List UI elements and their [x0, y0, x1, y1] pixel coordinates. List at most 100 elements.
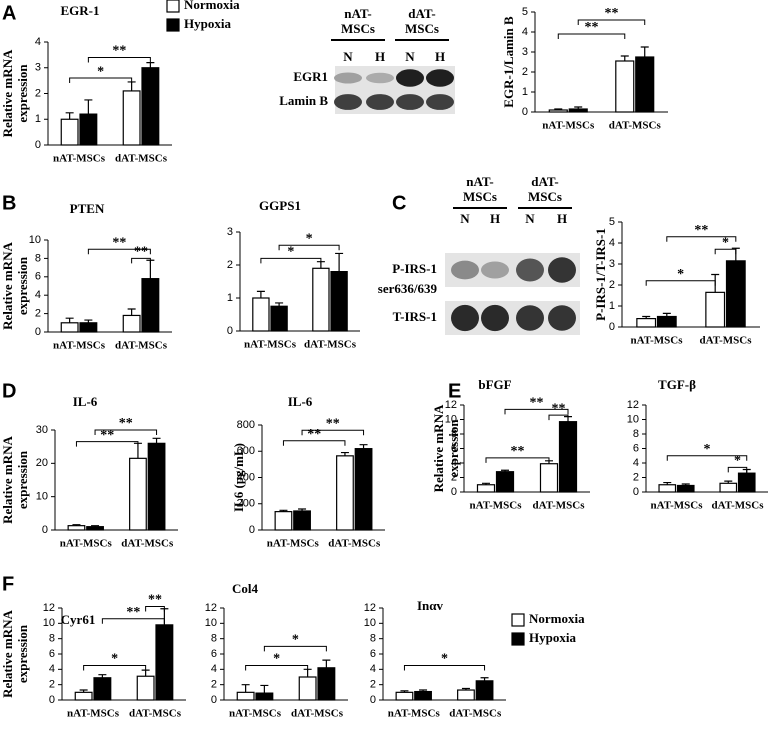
- blot-lane-label: H: [375, 49, 385, 64]
- blot-lane-label: N: [460, 211, 470, 226]
- bar: [298, 676, 317, 701]
- y-axis-label: expression: [15, 256, 30, 315]
- bar: [60, 322, 79, 333]
- blot-group-label: dAT-: [408, 6, 435, 21]
- error-bar: [152, 437, 161, 444]
- chart-title: bFGF: [478, 377, 511, 392]
- bar: [236, 691, 255, 701]
- panel-label: C: [392, 192, 406, 214]
- significance-label: **: [112, 235, 126, 250]
- error-bar: [335, 252, 344, 272]
- significance-bracket: [260, 257, 322, 264]
- y-tick-label: 0: [35, 326, 41, 338]
- error-bar: [79, 689, 88, 693]
- x-tick-label: dAT-MSCs: [129, 708, 182, 720]
- error-bar: [141, 669, 150, 677]
- x-tick-label: dAT-MSCs: [115, 340, 168, 352]
- bar: [737, 472, 756, 493]
- y-tick-label: 0: [211, 694, 217, 706]
- blot-group-label: MSCs: [341, 21, 375, 36]
- x-tick-label: nAT-MSCs: [67, 708, 120, 720]
- y-tick-label: 1: [35, 113, 41, 125]
- significance-bracket: [727, 466, 748, 473]
- significance-label: *: [441, 652, 448, 667]
- y-tick-label: 8: [451, 428, 457, 440]
- error-bar: [256, 290, 265, 298]
- bar: [725, 260, 746, 328]
- error-bar: [127, 308, 136, 316]
- x-tick-label: dAT-MSCs: [121, 538, 174, 550]
- bar: [155, 624, 174, 701]
- blot-group-label: nAT-: [344, 6, 371, 21]
- blot-row-label: ser636/639: [378, 281, 438, 296]
- bar: [136, 675, 155, 701]
- y-tick-label: 1: [522, 86, 528, 98]
- legend-label: Hypoxia: [184, 16, 231, 31]
- y-tick-label: 0: [522, 106, 528, 118]
- x-tick-label: nAT-MSCs: [388, 708, 441, 720]
- significance-label: *: [111, 652, 118, 667]
- panel-label: B: [2, 192, 16, 214]
- x-tick-label: nAT-MSCs: [244, 339, 297, 351]
- chart-title: TGF-β: [658, 377, 696, 392]
- significance-label: **: [694, 223, 708, 238]
- blot-band: [451, 260, 479, 280]
- blot-band: [516, 305, 544, 331]
- y-tick-label: 30: [36, 424, 48, 436]
- bar: [129, 457, 147, 531]
- bar: [615, 60, 635, 113]
- y-axis-label: expression: [15, 624, 30, 683]
- bar: [457, 689, 475, 701]
- y-axis-label: P-IRS-1/T-IRS-1: [593, 228, 608, 321]
- significance-label: **: [148, 593, 162, 608]
- blot-lane-label: N: [525, 211, 535, 226]
- y-tick-label: 4: [49, 663, 55, 675]
- significance-label: *: [306, 231, 313, 246]
- significance-bracket: [485, 457, 550, 463]
- y-tick-label: 0: [609, 321, 615, 333]
- error-bar: [84, 99, 93, 115]
- significance-bracket: [131, 257, 151, 264]
- error-bar: [620, 55, 629, 61]
- y-tick-label: 0: [35, 139, 41, 151]
- blot-row-label: P-IRS-1: [392, 261, 437, 276]
- blot-band: [451, 304, 479, 332]
- bar: [60, 118, 79, 146]
- error-bar: [400, 690, 409, 693]
- significance-label: **: [307, 427, 321, 442]
- bar: [414, 690, 432, 701]
- x-tick-label: dAT-MSCs: [533, 500, 586, 512]
- bar: [255, 692, 274, 701]
- y-axis-label: Relative mRNA: [0, 436, 15, 524]
- chart-title: Cyr61: [61, 612, 96, 627]
- y-tick-label: 2: [35, 308, 41, 320]
- x-tick-label: nAT-MSCs: [470, 500, 523, 512]
- y-tick-label: 600: [237, 445, 255, 457]
- blot-band: [548, 257, 576, 283]
- y-tick-label: 12: [364, 602, 376, 614]
- significance-label: **: [604, 6, 618, 21]
- bar: [293, 510, 311, 531]
- x-tick-label: nAT-MSCs: [53, 153, 106, 165]
- y-tick-label: 3: [227, 226, 233, 238]
- y-tick-label: 0: [249, 524, 255, 536]
- error-bar: [724, 480, 733, 484]
- blot-band: [426, 94, 454, 110]
- y-tick-label: 10: [364, 617, 376, 629]
- blot-row-label: T-IRS-1: [393, 309, 437, 324]
- y-tick-label: 1: [609, 300, 615, 312]
- significance-bracket: [645, 280, 716, 286]
- y-tick-label: 4: [451, 457, 457, 469]
- y-tick-label: 8: [49, 633, 55, 645]
- y-tick-label: 2: [633, 471, 639, 483]
- blot-band: [548, 305, 576, 331]
- y-tick-label: 10: [627, 413, 639, 425]
- y-axis-label: Relative mRNA: [0, 49, 15, 137]
- error-bar: [275, 302, 284, 307]
- significance-label: *: [97, 64, 104, 79]
- x-tick-label: nAT-MSCs: [631, 335, 684, 347]
- bar: [74, 691, 93, 701]
- chart-title: IL-6: [288, 394, 313, 409]
- y-tick-label: 0: [42, 524, 48, 536]
- bar: [141, 67, 160, 146]
